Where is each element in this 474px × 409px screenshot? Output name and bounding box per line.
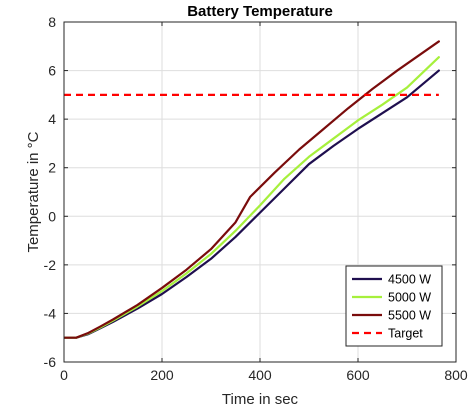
chart-title: Battery Temperature [187, 3, 333, 20]
axis-ticks: 0 200 400 600 800 -6 -4 -2 0 2 4 6 8 [44, 14, 468, 383]
x-tick-label: 800 [444, 367, 468, 383]
y-tick-label: 2 [48, 160, 56, 176]
x-axis-title: Time in sec [222, 391, 299, 408]
y-tick-label: 4 [48, 111, 56, 127]
legend-label: Target [388, 327, 423, 341]
y-tick-label: -6 [44, 354, 57, 370]
y-tick-label: 0 [48, 208, 56, 224]
series-lines [64, 40, 440, 339]
series-line-5500-w [64, 40, 440, 339]
x-tick-label: 0 [60, 367, 68, 383]
y-tick-label: 6 [48, 63, 56, 79]
y-axis-title: Temperature in °C [25, 131, 42, 252]
x-tick-label: 200 [150, 367, 174, 383]
x-tick-label: 400 [248, 367, 272, 383]
x-tick-label: 600 [346, 367, 370, 383]
y-tick-label: -4 [44, 305, 57, 321]
legend-label: 5000 W [388, 291, 431, 305]
y-tick-label: 8 [48, 14, 56, 30]
legend-label: 4500 W [388, 273, 431, 287]
legend: 4500 W 5000 W 5500 W Target [345, 265, 443, 347]
legend-label: 5500 W [388, 309, 431, 323]
y-tick-label: -2 [44, 257, 57, 273]
